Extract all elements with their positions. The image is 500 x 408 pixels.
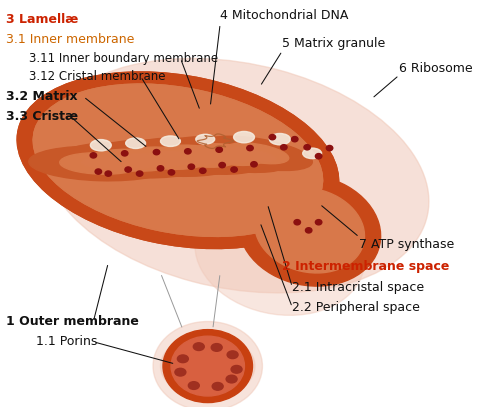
Text: 1.1 Porins: 1.1 Porins — [36, 335, 98, 348]
Ellipse shape — [196, 134, 214, 144]
Circle shape — [158, 166, 164, 171]
Text: 4 Mitochondrial DNA: 4 Mitochondrial DNA — [220, 9, 348, 22]
Ellipse shape — [211, 344, 222, 351]
Circle shape — [184, 149, 191, 154]
Ellipse shape — [231, 366, 242, 373]
Ellipse shape — [194, 343, 204, 350]
Text: 5 Matrix granule: 5 Matrix granule — [282, 38, 386, 51]
Ellipse shape — [132, 138, 264, 174]
Text: 3.11 Inner boundary membrane: 3.11 Inner boundary membrane — [28, 52, 218, 64]
Ellipse shape — [33, 84, 322, 236]
Circle shape — [304, 144, 310, 150]
Text: 2 Intermembrane space: 2 Intermembrane space — [282, 260, 450, 273]
Ellipse shape — [168, 137, 290, 173]
Text: 3.12 Cristal membrane: 3.12 Cristal membrane — [28, 70, 165, 83]
Text: 3.3 Cristæ: 3.3 Cristæ — [6, 111, 78, 123]
Text: 2.2 Peripheral space: 2.2 Peripheral space — [292, 301, 420, 314]
Circle shape — [168, 170, 174, 175]
Circle shape — [105, 171, 112, 176]
Circle shape — [326, 145, 333, 151]
Ellipse shape — [194, 144, 264, 165]
Ellipse shape — [270, 133, 290, 145]
Circle shape — [122, 151, 128, 156]
Ellipse shape — [126, 147, 205, 169]
Circle shape — [219, 162, 226, 168]
Circle shape — [247, 145, 253, 151]
Ellipse shape — [195, 190, 365, 315]
Ellipse shape — [215, 166, 285, 222]
Text: 3.1 Inner membrane: 3.1 Inner membrane — [6, 33, 134, 47]
Ellipse shape — [202, 136, 312, 171]
Circle shape — [269, 135, 276, 140]
Circle shape — [136, 171, 143, 176]
Ellipse shape — [178, 355, 188, 363]
Text: 3.2 Matrix: 3.2 Matrix — [6, 90, 78, 103]
Circle shape — [90, 153, 96, 158]
Circle shape — [292, 137, 298, 142]
Circle shape — [163, 330, 252, 403]
Ellipse shape — [226, 143, 288, 164]
Ellipse shape — [227, 351, 238, 359]
Ellipse shape — [215, 147, 276, 162]
Circle shape — [188, 164, 194, 169]
Ellipse shape — [92, 149, 174, 171]
Circle shape — [250, 162, 257, 167]
Ellipse shape — [175, 368, 186, 376]
Text: 2.1 Intracristal space: 2.1 Intracristal space — [292, 281, 424, 294]
Circle shape — [200, 168, 206, 173]
Ellipse shape — [160, 145, 236, 167]
Ellipse shape — [202, 154, 298, 233]
Ellipse shape — [33, 84, 322, 236]
Circle shape — [154, 149, 160, 155]
Ellipse shape — [17, 72, 338, 248]
Ellipse shape — [238, 175, 380, 286]
Circle shape — [153, 322, 262, 408]
Ellipse shape — [255, 188, 364, 273]
Text: 3 Lamellæ: 3 Lamellæ — [6, 13, 78, 26]
Ellipse shape — [90, 140, 112, 151]
Ellipse shape — [188, 382, 200, 389]
Ellipse shape — [17, 72, 338, 248]
Ellipse shape — [29, 146, 173, 181]
Circle shape — [216, 147, 222, 152]
Circle shape — [280, 144, 287, 150]
Circle shape — [231, 167, 237, 172]
Ellipse shape — [212, 383, 223, 390]
Text: 6 Ribosome: 6 Ribosome — [399, 62, 473, 75]
Circle shape — [171, 336, 244, 396]
Circle shape — [125, 167, 132, 172]
Circle shape — [306, 228, 312, 233]
Ellipse shape — [148, 151, 216, 165]
Ellipse shape — [60, 153, 142, 174]
Ellipse shape — [42, 58, 429, 293]
Circle shape — [95, 169, 102, 174]
Ellipse shape — [302, 148, 322, 159]
Ellipse shape — [234, 131, 254, 143]
Ellipse shape — [160, 136, 180, 146]
Ellipse shape — [160, 335, 255, 397]
Ellipse shape — [126, 138, 146, 149]
Ellipse shape — [114, 154, 186, 166]
Circle shape — [294, 220, 300, 225]
Text: 1 Outer membrane: 1 Outer membrane — [6, 315, 139, 328]
Ellipse shape — [81, 157, 154, 170]
Text: 7 ATP synthase: 7 ATP synthase — [360, 238, 454, 251]
Circle shape — [316, 153, 322, 159]
Ellipse shape — [226, 375, 237, 383]
Circle shape — [316, 220, 322, 225]
Ellipse shape — [96, 140, 234, 176]
Ellipse shape — [61, 142, 205, 178]
Ellipse shape — [181, 149, 247, 163]
